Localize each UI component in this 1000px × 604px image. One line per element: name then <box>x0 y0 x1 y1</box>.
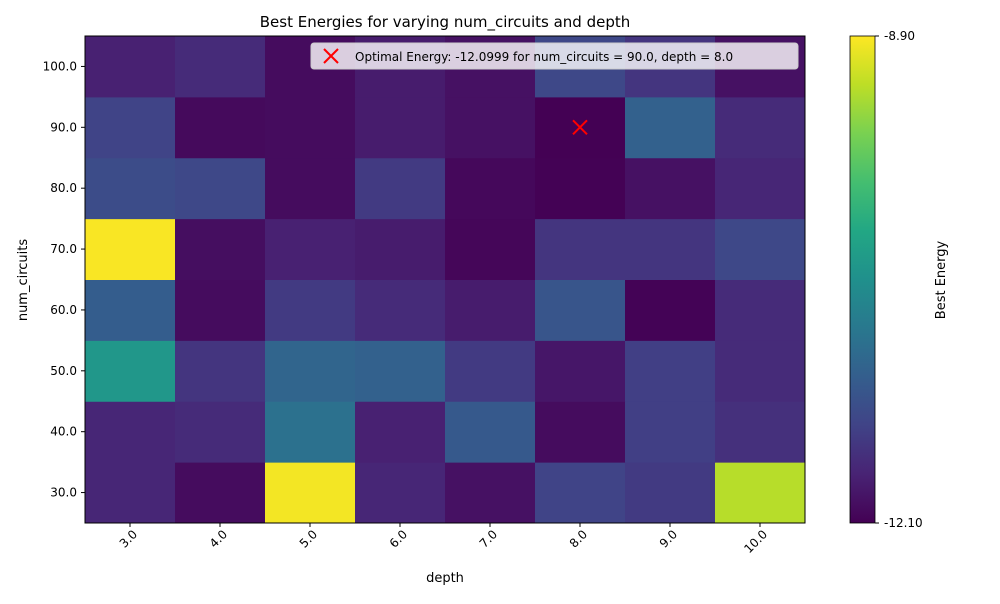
heatmap-cell <box>355 157 446 220</box>
heatmap-cell <box>85 401 176 463</box>
legend-x-marker <box>323 48 339 64</box>
heatmap-cell <box>535 401 626 463</box>
heatmap-cell <box>265 279 356 341</box>
heatmap-cell <box>265 157 356 220</box>
y-tick-label: 70.0 <box>50 242 77 256</box>
colorbar-tick-label: -8.90 <box>884 29 915 43</box>
heatmap-cell <box>535 340 626 402</box>
heatmap-cell <box>85 462 176 524</box>
x-tick-label: 10.0 <box>741 527 770 556</box>
heatmap-cell <box>445 157 536 220</box>
heatmap-cell <box>625 340 716 402</box>
heatmap-cell <box>175 218 266 280</box>
heatmap-cell <box>85 157 176 220</box>
heatmap-cell <box>355 462 446 524</box>
heatmap-cell <box>355 96 446 159</box>
heatmap-cell <box>625 462 716 524</box>
heatmap-cell <box>625 401 716 463</box>
heatmap-cell <box>445 279 536 341</box>
heatmap-cells <box>85 36 806 524</box>
heatmap-cell <box>355 401 446 463</box>
heatmap-cell <box>175 96 266 159</box>
x-axis-title: depth <box>426 571 464 586</box>
heatmap-cell <box>175 401 266 463</box>
heatmap-cell <box>535 279 626 341</box>
legend-box <box>310 42 799 70</box>
heatmap-cell <box>175 340 266 402</box>
heatmap-cell <box>445 340 536 402</box>
heatmap-cell <box>175 157 266 220</box>
x-tick-label: 3.0 <box>117 527 140 550</box>
heatmap-cell <box>445 218 536 280</box>
heatmap-cell <box>355 279 446 341</box>
heatmap-cell <box>355 218 446 280</box>
heatmap-cell <box>445 401 536 463</box>
plot-frame <box>84 35 806 524</box>
heatmap-cell <box>265 96 356 159</box>
legend-label: Optimal Energy: -12.0999 for num_circuit… <box>355 50 733 64</box>
colorbar-tick-label: -12.10 <box>884 516 923 530</box>
y-tick-label: 100.0 <box>43 59 77 73</box>
heatmap-cell <box>265 462 356 524</box>
heatmap-cell <box>625 157 716 220</box>
legend: Optimal Energy: -12.0999 for num_circuit… <box>310 42 799 70</box>
heatmap-cell <box>265 218 356 280</box>
y-tick-label: 40.0 <box>50 425 77 439</box>
optimal-marker <box>572 119 588 136</box>
heatmap-cell <box>715 218 806 280</box>
heatmap-cell <box>625 279 716 341</box>
heatmap-cell <box>85 96 176 159</box>
heatmap-cell <box>445 96 536 159</box>
y-tick-label: 30.0 <box>50 486 77 500</box>
heatmap-cell <box>535 157 626 220</box>
heatmap-cell <box>715 401 806 463</box>
heatmap-cell <box>355 340 446 402</box>
x-tick-label: 5.0 <box>297 527 320 550</box>
heatmap-cell <box>715 157 806 220</box>
heatmap-cell <box>715 340 806 402</box>
colorbar-ticks: -8.90 -12.10 <box>875 29 923 530</box>
heatmap-cell <box>535 462 626 524</box>
heatmap-cell <box>625 96 716 159</box>
legend-marker-stroke <box>323 48 339 64</box>
heatmap-cell <box>85 36 176 98</box>
y-tick-label: 50.0 <box>50 364 77 378</box>
x-tick-label: 8.0 <box>567 527 590 550</box>
y-axis-title: num_circuits <box>16 239 31 322</box>
x-axis-ticks: 3.0 4.0 5.0 6.0 7.0 8.0 9.0 10.0 <box>117 523 770 556</box>
heatmap-cell <box>85 218 176 280</box>
colorbar <box>849 35 876 524</box>
y-tick-label: 90.0 <box>50 120 77 134</box>
heatmap-cell <box>445 462 536 524</box>
heatmap-cell <box>625 218 716 280</box>
y-tick-label: 60.0 <box>50 303 77 317</box>
x-tick-label: 9.0 <box>657 527 680 550</box>
heatmap-cell <box>85 340 176 402</box>
heatmap-cell <box>715 279 806 341</box>
marker-stroke <box>572 119 588 136</box>
heatmap-cell <box>715 462 806 524</box>
heatmap-cell <box>265 340 356 402</box>
heatmap-cell <box>85 279 176 341</box>
heatmap-cell <box>535 218 626 280</box>
y-axis-ticks: 30.0 40.0 50.0 60.0 70.0 80.0 90.0 100.0 <box>43 59 85 500</box>
heatmap-cell <box>175 279 266 341</box>
heatmap-cell <box>715 96 806 159</box>
colorbar-label: Best Energy <box>934 240 949 319</box>
heatmap-cell <box>175 462 266 524</box>
chart-title: Best Energies for varying num_circuits a… <box>260 13 630 32</box>
x-tick-label: 4.0 <box>207 527 230 550</box>
x-tick-label: 6.0 <box>387 527 410 550</box>
heatmap-cell <box>175 36 266 98</box>
y-tick-label: 80.0 <box>50 181 77 195</box>
x-tick-label: 7.0 <box>477 527 500 550</box>
heatmap-cell <box>265 401 356 463</box>
